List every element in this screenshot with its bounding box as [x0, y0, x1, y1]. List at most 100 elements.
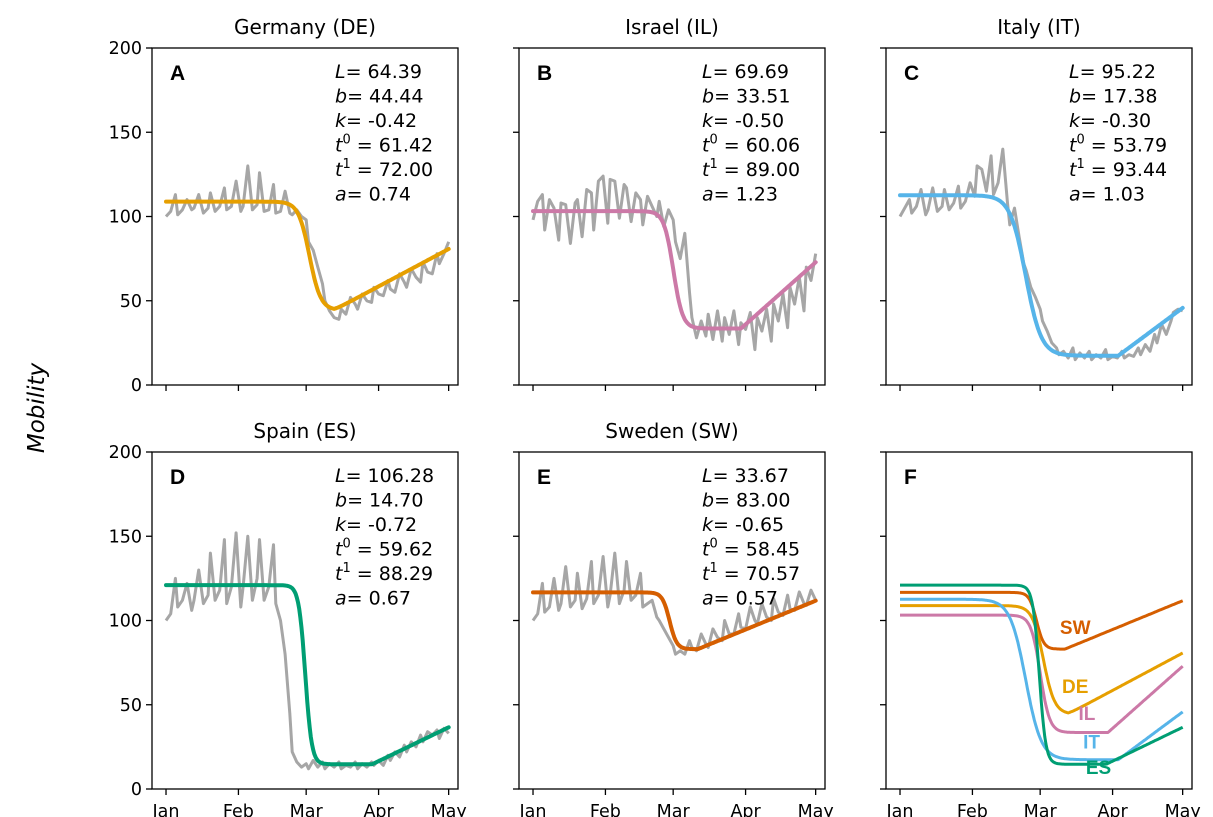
param-L-B: L= 69.69	[702, 61, 789, 83]
param-k-E: k= -0.65	[702, 514, 784, 536]
curve-label-il: IL	[1078, 704, 1095, 725]
param-b-B: b= 33.51	[702, 86, 790, 108]
panel-letter-B: B	[537, 62, 552, 85]
series-line-sw	[899, 590, 1184, 651]
param-k-A: k= -0.42	[335, 110, 417, 132]
plot-area-F	[899, 583, 1184, 766]
plot-area-E	[531, 551, 818, 656]
param-k-D: k= -0.72	[335, 514, 417, 536]
param-value: = -0.50	[713, 110, 784, 132]
param-t0-C: t0 = 53.79	[1069, 133, 1167, 157]
x-tick-label: Feb	[957, 802, 988, 817]
param-t1-C: t1 = 93.44	[1069, 157, 1167, 181]
y-tick-label: 50	[120, 292, 142, 312]
x-tick-label: Apr	[1097, 802, 1128, 817]
param-t0-E: t0 = 58.45	[702, 537, 800, 561]
x-tick-label: Mar	[1024, 802, 1058, 817]
param-a-C: a= 1.03	[1069, 184, 1145, 206]
x-tick-label: Apr	[730, 802, 761, 817]
param-a-D: a= 0.67	[335, 588, 411, 610]
param-value: = 69.69	[713, 61, 789, 83]
param-value: = -0.72	[346, 514, 417, 536]
panel-letter-F: F	[904, 466, 917, 489]
param-b-D: b= 14.70	[335, 490, 423, 512]
param-t1-B: t1 = 89.00	[702, 157, 800, 181]
curve-label-sw: SW	[1060, 618, 1091, 639]
panel-title-A: Germany (DE)	[234, 15, 376, 39]
param-t0-A: t0 = 61.42	[335, 133, 433, 157]
y-axis-label: Mobility	[24, 362, 50, 453]
observed-line-C	[898, 147, 1184, 362]
x-tick-label: Feb	[590, 802, 621, 817]
fit-line-E	[531, 590, 818, 652]
param-value: = 1.23	[714, 184, 778, 206]
x-tick-label: Feb	[223, 802, 254, 817]
fit-line-D	[164, 583, 451, 767]
param-value: = 0.57	[714, 588, 778, 610]
panel-title-C: Italy (IT)	[997, 15, 1080, 39]
y-tick-label: 0	[131, 780, 142, 800]
param-value: = 61.42	[357, 135, 433, 157]
param-value: = 72.00	[357, 159, 433, 181]
param-value: = 58.45	[724, 539, 800, 561]
param-value: = 17.38	[1081, 86, 1157, 108]
param-value: = 33.51	[714, 86, 790, 108]
plot-area-B	[531, 174, 818, 352]
x-tick-label: May	[431, 802, 467, 817]
y-tick-label: 0	[131, 376, 142, 396]
x-tick-label: Jan	[519, 802, 547, 817]
fit-line-C	[898, 193, 1185, 358]
panel-title-D: Spain (ES)	[253, 419, 356, 443]
param-b-A: b= 44.44	[335, 86, 423, 108]
param-b-E: b= 83.00	[702, 490, 790, 512]
y-tick-label: 200	[109, 443, 142, 463]
x-tick-label: Jan	[152, 802, 180, 817]
plot-area-C	[898, 147, 1185, 362]
param-value: = 88.29	[357, 563, 433, 585]
x-tick-label: Mar	[290, 802, 324, 817]
param-value: = -0.65	[713, 514, 784, 536]
param-t0-D: t0 = 59.62	[335, 537, 433, 561]
param-L-D: L= 106.28	[335, 465, 434, 487]
curve-label-it: IT	[1083, 733, 1100, 754]
param-b-C: b= 17.38	[1069, 86, 1157, 108]
y-tick-label: 150	[109, 527, 142, 547]
panel-letter-A: A	[170, 62, 185, 85]
param-value: = 89.00	[724, 159, 800, 181]
param-value: = 44.44	[347, 86, 423, 108]
series-line-es	[899, 583, 1184, 766]
param-a-B: a= 1.23	[702, 184, 778, 206]
param-k-C: k= -0.30	[1069, 110, 1151, 132]
param-value: = 1.03	[1081, 184, 1145, 206]
panel-title-B: Israel (IL)	[625, 15, 719, 39]
param-value: = 0.67	[347, 588, 411, 610]
param-value: = 14.70	[347, 490, 423, 512]
x-tick-label: Mar	[657, 802, 691, 817]
param-a-E: a= 0.57	[702, 588, 778, 610]
series-line-de	[899, 604, 1184, 715]
panel-E: Jan Feb Mar Apr May Sweden (SW) E L= 33.67 b= 83…	[513, 419, 834, 817]
fit-line-B	[531, 209, 818, 331]
param-t1-D: t1 = 88.29	[335, 561, 433, 585]
series-line-it	[899, 597, 1184, 762]
x-tick-label: May	[1165, 802, 1201, 817]
y-tick-label: 50	[120, 696, 142, 716]
x-tick-label: May	[798, 802, 834, 817]
param-value: = 83.00	[714, 490, 790, 512]
plot-area-A	[164, 164, 451, 321]
param-t1-A: t1 = 72.00	[335, 157, 433, 181]
param-k-B: k= -0.50	[702, 110, 784, 132]
param-value: = 59.62	[357, 539, 433, 561]
panel-letter-E: E	[537, 466, 551, 489]
fit-line-A	[164, 199, 451, 311]
param-value: = 70.57	[724, 563, 800, 585]
panel-title-E: Sweden (SW)	[605, 419, 738, 443]
y-tick-label: 200	[109, 39, 142, 59]
curve-label-es: ES	[1086, 758, 1111, 779]
param-value: = 33.67	[713, 465, 789, 487]
series-line-il	[899, 613, 1184, 734]
param-t1-E: t1 = 70.57	[702, 561, 800, 585]
